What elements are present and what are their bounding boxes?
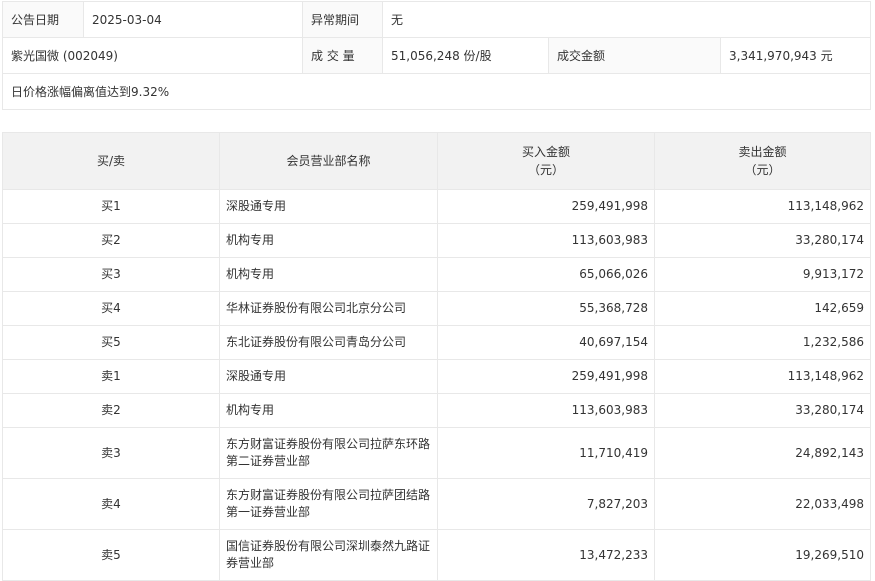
broker-name-cell: 机构专用 <box>219 257 438 292</box>
header-sell: 卖出金额 （元） <box>654 132 871 190</box>
volume-value: 51,056,248 份/股 <box>382 37 549 74</box>
info-row: 公告日期 2025-03-04 异常期间 无 <box>2 1 871 38</box>
table-row: 买3 机构专用 65,066,026 9,913,172 <box>2 257 871 292</box>
buy-amount-cell: 113,603,983 <box>437 393 655 428</box>
buy-amount-cell: 113,603,983 <box>437 223 655 258</box>
header-buy-label: 买入金额 <box>521 145 570 159</box>
table-row: 卖2 机构专用 113,603,983 33,280,174 <box>2 393 871 428</box>
sell-amount-cell: 24,892,143 <box>654 427 871 479</box>
side-cell: 卖2 <box>2 393 220 428</box>
broker-name-cell: 华林证券股份有限公司北京分公司 <box>219 291 438 326</box>
sell-amount-cell: 9,913,172 <box>654 257 871 292</box>
amount-value: 3,341,970,943 元 <box>720 37 871 74</box>
side-cell: 买3 <box>2 257 220 292</box>
broker-trades-table: 买/卖 会员营业部名称 买入金额 （元） 卖出金额 （元） 买1 深股通专用 259,4… <box>2 132 871 581</box>
broker-name-cell: 东方财富证券股份有限公司拉萨团结路第一证券营业部 <box>219 478 438 530</box>
header-buy: 买入金额 （元） <box>437 132 655 190</box>
buy-amount-cell: 7,827,203 <box>437 478 655 530</box>
side-cell: 买1 <box>2 189 220 224</box>
header-sell-unit: （元） <box>744 163 781 177</box>
table-row: 卖5 国信证券股份有限公司深圳泰然九路证券营业部 13,472,233 19,269,… <box>2 529 871 581</box>
period-label: 异常期间 <box>302 1 383 38</box>
broker-name-cell: 机构专用 <box>219 223 438 258</box>
sell-amount-cell: 113,148,962 <box>654 359 871 394</box>
side-cell: 卖5 <box>2 529 220 581</box>
date-label: 公告日期 <box>2 1 84 38</box>
table-row: 买4 华林证券股份有限公司北京分公司 55,368,728 142,659 <box>2 291 871 326</box>
header-broker: 会员营业部名称 <box>219 132 438 190</box>
table-row: 买2 机构专用 113,603,983 33,280,174 <box>2 223 871 258</box>
stock-name: 紫光国微 (002049) <box>2 37 303 74</box>
table-row: 卖3 东方财富证券股份有限公司拉萨东环路第二证券营业部 11,710,419 24,8… <box>2 427 871 479</box>
header-buy-unit: （元） <box>527 163 564 177</box>
info-row: 紫光国微 (002049) 成 交 量 51,056,248 份/股 成交金额 … <box>2 37 871 74</box>
listing-reason: 日价格涨幅偏离值达到9.32% <box>2 73 871 110</box>
volume-label: 成 交 量 <box>302 37 383 74</box>
amount-label: 成交金额 <box>548 37 721 74</box>
buy-amount-cell: 259,491,998 <box>437 359 655 394</box>
table-header: 买/卖 会员营业部名称 买入金额 （元） 卖出金额 （元） <box>2 132 871 190</box>
side-cell: 买5 <box>2 325 220 360</box>
buy-amount-cell: 65,066,026 <box>437 257 655 292</box>
header-sell-label: 卖出金额 <box>738 145 787 159</box>
side-cell: 卖1 <box>2 359 220 394</box>
abnormal-period: 无 <box>382 1 871 38</box>
table-row: 卖1 深股通专用 259,491,998 113,148,962 <box>2 359 871 394</box>
sell-amount-cell: 142,659 <box>654 291 871 326</box>
broker-name-cell: 东方财富证券股份有限公司拉萨东环路第二证券营业部 <box>219 427 438 479</box>
table-row: 卖4 东方财富证券股份有限公司拉萨团结路第一证券营业部 7,827,203 22,03… <box>2 478 871 530</box>
side-cell: 卖4 <box>2 478 220 530</box>
broker-name-cell: 机构专用 <box>219 393 438 428</box>
stock-info-table: 公告日期 2025-03-04 异常期间 无 紫光国微 (002049) 成 交… <box>2 1 871 110</box>
buy-amount-cell: 13,472,233 <box>437 529 655 581</box>
sell-amount-cell: 1,232,586 <box>654 325 871 360</box>
broker-name-cell: 深股通专用 <box>219 189 438 224</box>
sell-amount-cell: 22,033,498 <box>654 478 871 530</box>
side-cell: 买4 <box>2 291 220 326</box>
sell-amount-cell: 33,280,174 <box>654 393 871 428</box>
buy-amount-cell: 40,697,154 <box>437 325 655 360</box>
header-side: 买/卖 <box>2 132 220 190</box>
buy-amount-cell: 55,368,728 <box>437 291 655 326</box>
broker-name-cell: 东北证券股份有限公司青岛分公司 <box>219 325 438 360</box>
announcement-date: 2025-03-04 <box>83 1 303 38</box>
broker-name-cell: 深股通专用 <box>219 359 438 394</box>
info-row: 日价格涨幅偏离值达到9.32% <box>2 73 871 110</box>
side-cell: 卖3 <box>2 427 220 479</box>
buy-amount-cell: 259,491,998 <box>437 189 655 224</box>
buy-amount-cell: 11,710,419 <box>437 427 655 479</box>
sell-amount-cell: 19,269,510 <box>654 529 871 581</box>
broker-name-cell: 国信证券股份有限公司深圳泰然九路证券营业部 <box>219 529 438 581</box>
sell-amount-cell: 113,148,962 <box>654 189 871 224</box>
table-row: 买5 东北证券股份有限公司青岛分公司 40,697,154 1,232,586 <box>2 325 871 360</box>
sell-amount-cell: 33,280,174 <box>654 223 871 258</box>
table-row: 买1 深股通专用 259,491,998 113,148,962 <box>2 189 871 224</box>
side-cell: 买2 <box>2 223 220 258</box>
